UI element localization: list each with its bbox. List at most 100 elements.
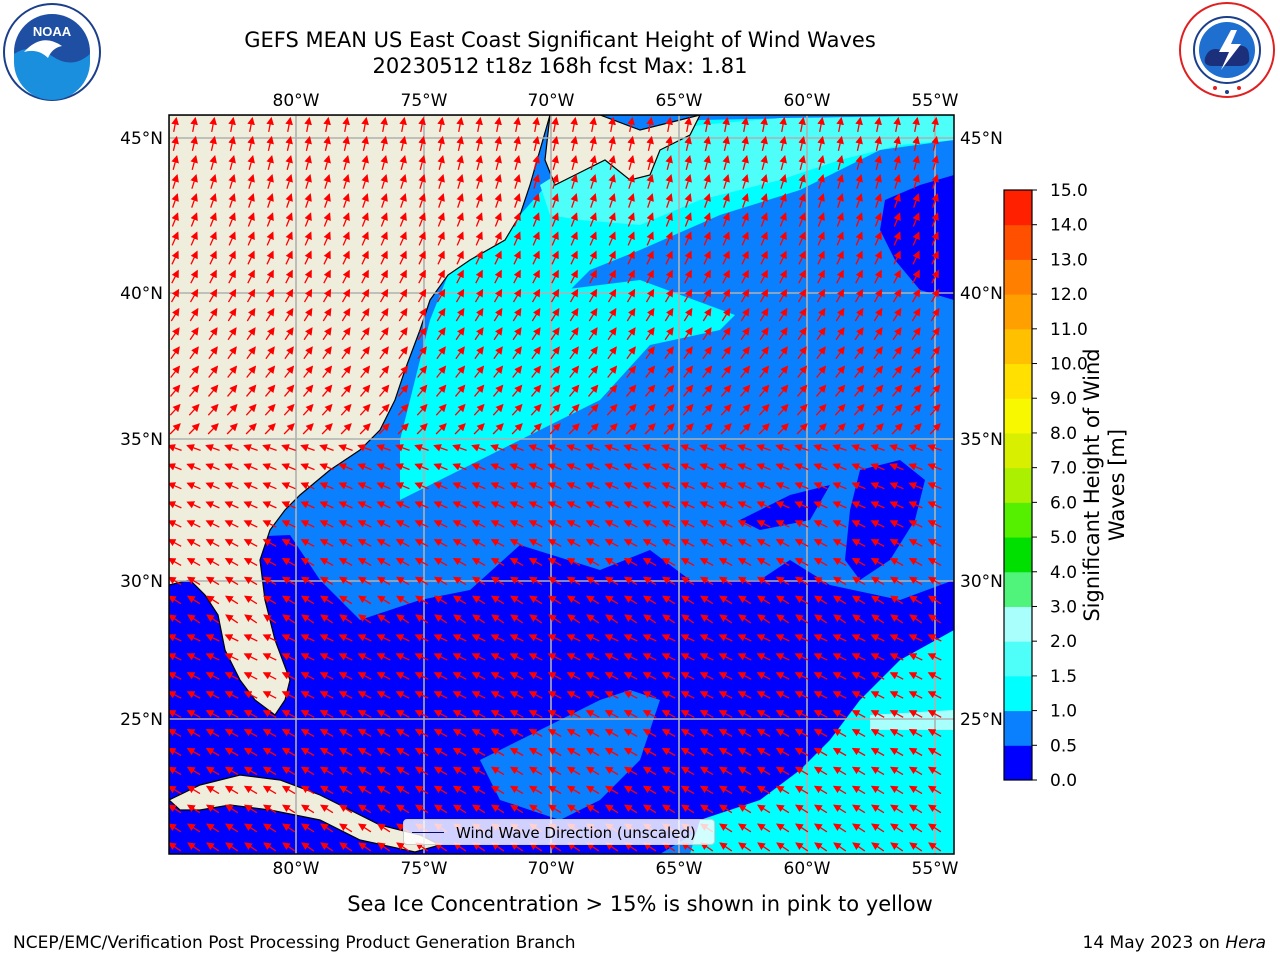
wave-direction-arrow bbox=[703, 154, 711, 170]
wave-direction-arrow bbox=[169, 482, 182, 490]
wave-direction-arrow bbox=[302, 403, 314, 416]
wave-direction-arrow bbox=[760, 135, 768, 151]
wave-direction-arrow bbox=[702, 384, 713, 397]
wave-direction-arrow bbox=[471, 463, 486, 471]
wave-direction-arrow bbox=[475, 250, 483, 265]
wave-direction-arrow bbox=[342, 231, 350, 246]
wave-direction-arrow bbox=[437, 231, 445, 246]
wave-direction-arrow bbox=[664, 365, 675, 378]
wave-direction-arrow bbox=[739, 423, 751, 435]
wave-direction-arrow bbox=[623, 463, 638, 471]
wave-direction-arrow bbox=[436, 288, 446, 303]
wave-direction-arrow bbox=[703, 212, 711, 227]
wave-direction-arrow bbox=[414, 444, 429, 452]
wave-direction-arrow bbox=[341, 288, 351, 303]
wave-direction-arrow bbox=[741, 250, 749, 265]
lat-tick-right: 35°N bbox=[960, 430, 1003, 450]
wave-direction-arrow bbox=[854, 346, 864, 360]
wave-direction-arrow bbox=[585, 463, 600, 471]
wave-direction-arrow bbox=[474, 307, 484, 322]
wave-direction-arrow bbox=[473, 403, 485, 416]
wave-direction-arrow bbox=[304, 116, 312, 133]
wave-direction-arrow bbox=[531, 288, 541, 303]
wave-direction-arrow bbox=[380, 212, 388, 227]
wave-direction-arrow bbox=[509, 482, 524, 490]
wave-direction-arrow bbox=[627, 193, 635, 208]
wave-direction-arrow bbox=[228, 212, 236, 227]
wave-direction-arrow bbox=[208, 327, 218, 341]
wave-direction-arrow bbox=[437, 212, 445, 227]
noaa-logo: NOAA bbox=[3, 3, 101, 101]
wave-direction-arrow bbox=[756, 463, 771, 471]
wave-direction-arrow bbox=[798, 193, 806, 208]
wave-direction-arrow bbox=[357, 463, 372, 471]
wave-direction-arrow bbox=[436, 346, 446, 360]
lat-tick-left: 25°N bbox=[120, 710, 163, 730]
lon-tick-top: 75°W bbox=[401, 91, 448, 111]
wave-direction-arrow bbox=[911, 307, 921, 322]
wave-direction-arrow bbox=[304, 154, 312, 170]
wave-direction-arrow bbox=[284, 288, 294, 303]
wave-direction-arrow bbox=[931, 116, 939, 133]
wave-direction-arrow bbox=[893, 193, 901, 208]
wave-direction-arrow bbox=[209, 174, 217, 189]
wave-direction-arrow bbox=[322, 307, 332, 322]
wave-direction-arrow bbox=[417, 384, 428, 397]
wave-direction-arrow bbox=[684, 231, 692, 246]
wave-direction-arrow bbox=[418, 154, 426, 170]
wave-direction-arrow bbox=[228, 154, 236, 170]
wave-direction-arrow bbox=[189, 384, 200, 397]
wave-direction-arrow bbox=[247, 250, 255, 265]
wave-direction-arrow bbox=[509, 463, 524, 471]
wave-direction-arrow bbox=[455, 307, 465, 322]
wave-direction-arrow bbox=[265, 327, 275, 341]
wave-direction-arrow bbox=[319, 444, 334, 452]
wave-direction-arrow bbox=[493, 307, 503, 322]
wave-direction-arrow bbox=[759, 327, 769, 341]
wave-direction-arrow bbox=[760, 193, 768, 208]
colorbar-tick-label: 12.0 bbox=[1050, 285, 1088, 305]
wave-direction-arrow bbox=[416, 403, 428, 416]
wave-direction-arrow bbox=[626, 288, 636, 303]
wave-direction-arrow bbox=[891, 423, 903, 435]
wave-direction-arrow bbox=[570, 174, 578, 189]
wave-direction-arrow bbox=[456, 193, 464, 208]
wave-direction-arrow bbox=[703, 250, 711, 265]
wave-direction-arrow bbox=[285, 269, 293, 284]
wave-direction-arrow bbox=[323, 250, 331, 265]
wave-direction-arrow bbox=[646, 174, 654, 189]
wave-direction-arrow bbox=[360, 365, 371, 378]
wave-direction-arrow bbox=[683, 365, 694, 378]
wave-direction-arrow bbox=[855, 231, 863, 246]
wave-direction-arrow bbox=[588, 365, 599, 378]
wave-direction-arrow bbox=[528, 482, 543, 490]
wave-direction-arrow bbox=[758, 403, 770, 416]
wave-direction-arrow bbox=[285, 154, 293, 170]
wave-direction-arrow bbox=[342, 269, 350, 284]
wave-direction-arrow bbox=[494, 135, 502, 151]
wave-direction-arrow bbox=[759, 346, 769, 360]
wave-direction-arrow bbox=[794, 444, 809, 452]
wave-direction-arrow bbox=[551, 135, 559, 151]
wave-direction-arrow bbox=[665, 231, 673, 246]
wave-direction-arrow bbox=[760, 231, 768, 246]
wave-direction-arrow bbox=[760, 154, 768, 170]
wave-direction-arrow bbox=[797, 365, 808, 378]
wave-direction-arrow bbox=[931, 250, 939, 265]
colorbar-segment bbox=[1004, 537, 1032, 573]
wave-direction-arrow bbox=[360, 384, 371, 397]
wave-direction-arrow bbox=[550, 365, 561, 378]
wave-direction-arrow bbox=[570, 231, 578, 246]
wave-direction-arrow bbox=[570, 135, 578, 151]
wave-direction-arrow bbox=[304, 231, 312, 246]
wave-direction-arrow bbox=[607, 365, 618, 378]
wave-direction-arrow bbox=[494, 154, 502, 170]
wave-direction-arrow bbox=[703, 135, 711, 151]
wave-direction-arrow bbox=[912, 269, 920, 284]
wave-direction-arrow bbox=[189, 346, 199, 360]
wave-direction-arrow bbox=[778, 288, 788, 303]
wave-direction-arrow bbox=[454, 403, 466, 416]
wave-direction-arrow bbox=[452, 463, 467, 471]
wave-direction-arrow bbox=[436, 307, 446, 322]
wave-direction-arrow bbox=[608, 250, 616, 265]
